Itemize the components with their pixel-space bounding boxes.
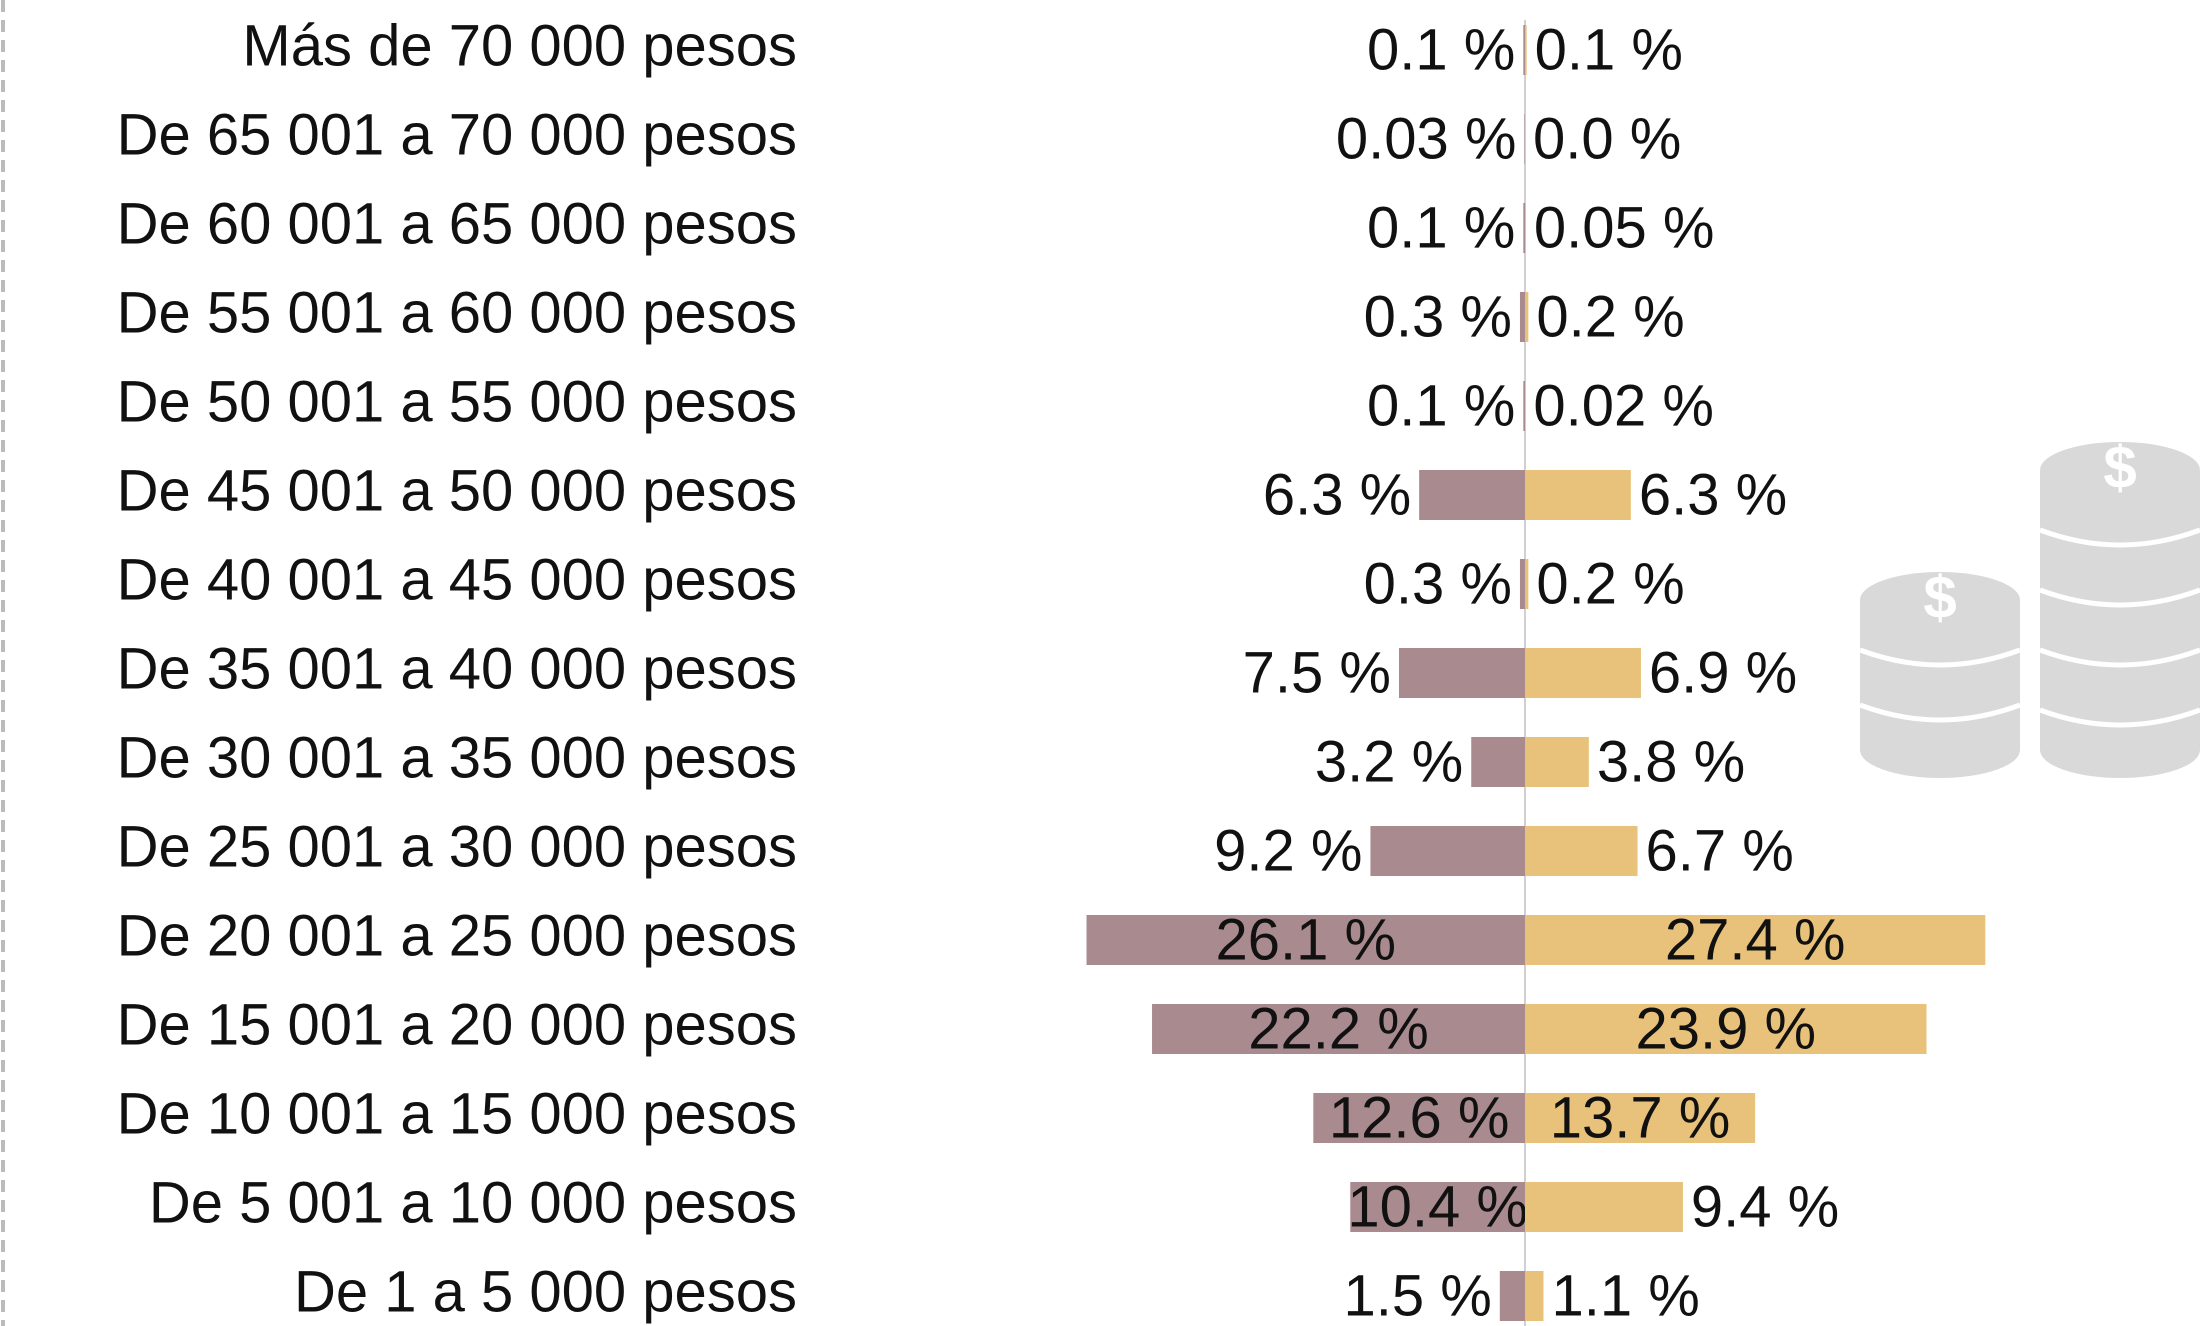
category-label: De 25 001 a 30 000 pesos	[117, 814, 797, 879]
value-label: 1.1 %	[1551, 1263, 1699, 1326]
category-label: De 30 001 a 35 000 pesos	[117, 725, 797, 790]
value-label: 0.1 %	[1367, 195, 1515, 260]
category-label: Más de 70 000 pesos	[242, 13, 797, 78]
value-label: 6.3 %	[1263, 462, 1411, 527]
category-label: De 60 001 a 65 000 pesos	[117, 191, 797, 256]
category-label: De 15 001 a 20 000 pesos	[117, 992, 797, 1057]
bar	[1520, 292, 1525, 342]
value-label: 27.4 %	[1665, 907, 1846, 972]
value-label: 10.4 %	[1347, 1174, 1528, 1239]
category-label: De 1 a 5 000 pesos	[294, 1259, 797, 1324]
value-label: 26.1 %	[1215, 907, 1396, 972]
coins-icon: $ $	[1860, 434, 2200, 778]
svg-text:$: $	[1923, 564, 1956, 631]
value-label: 6.7 %	[1646, 818, 1794, 883]
category-label: De 5 001 a 10 000 pesos	[149, 1170, 797, 1235]
value-label: 0.02 %	[1533, 373, 1714, 438]
value-label: 7.5 %	[1243, 640, 1391, 705]
value-label: 3.2 %	[1315, 729, 1463, 794]
bar	[1399, 648, 1525, 698]
value-label: 0.2 %	[1536, 551, 1684, 616]
bar	[1525, 25, 1527, 75]
category-label: De 65 001 a 70 000 pesos	[117, 102, 797, 167]
bar	[1525, 559, 1528, 609]
category-label: De 55 001 a 60 000 pesos	[117, 280, 797, 345]
bar	[1525, 292, 1528, 342]
bar	[1525, 737, 1589, 787]
value-label: 0.1 %	[1367, 373, 1515, 438]
bar	[1520, 559, 1525, 609]
value-label: 23.9 %	[1635, 996, 1816, 1061]
bar	[1525, 1182, 1683, 1232]
value-label: 6.9 %	[1649, 640, 1797, 705]
bar	[1523, 25, 1525, 75]
category-label: De 40 001 a 45 000 pesos	[117, 547, 797, 612]
value-label: 0.3 %	[1364, 284, 1512, 349]
value-label: 0.1 %	[1535, 17, 1683, 82]
value-label: 1.5 %	[1343, 1263, 1491, 1326]
bar	[1370, 826, 1525, 876]
value-label: 12.6 %	[1329, 1085, 1510, 1150]
value-label: 22.2 %	[1248, 996, 1429, 1061]
svg-text:$: $	[2103, 434, 2136, 501]
bar	[1525, 1271, 1543, 1321]
value-label: 0.3 %	[1364, 551, 1512, 616]
chart: $ $ Más de 70 000 pesos 0.1 % 0.1 % De 65 0…	[0, 0, 2201, 1326]
value-label: 0.05 %	[1534, 195, 1715, 260]
bar	[1525, 648, 1641, 698]
category-label: De 50 001 a 55 000 pesos	[117, 369, 797, 434]
bar	[1500, 1271, 1525, 1321]
bar	[1525, 203, 1526, 253]
category-label: De 10 001 a 15 000 pesos	[117, 1081, 797, 1146]
bar	[1523, 203, 1525, 253]
bar	[1471, 737, 1525, 787]
value-label: 0.0 %	[1533, 106, 1681, 171]
category-label: De 20 001 a 25 000 pesos	[117, 903, 797, 968]
value-label: 0.03 %	[1336, 106, 1517, 171]
value-label: 0.2 %	[1536, 284, 1684, 349]
value-label: 9.4 %	[1691, 1174, 1839, 1239]
page: {"chart_data": {"type": "butterfly", "ca…	[0, 0, 2201, 1326]
bar	[1525, 826, 1638, 876]
category-label: De 35 001 a 40 000 pesos	[117, 636, 797, 701]
bar	[1525, 470, 1631, 520]
bar	[1419, 470, 1525, 520]
value-label: 0.1 %	[1367, 17, 1515, 82]
value-label: 6.3 %	[1639, 462, 1787, 527]
value-label: 3.8 %	[1597, 729, 1745, 794]
category-label: De 45 001 a 50 000 pesos	[117, 458, 797, 523]
bar	[1523, 381, 1525, 431]
value-label: 9.2 %	[1214, 818, 1362, 883]
bar	[1524, 114, 1525, 164]
value-label: 13.7 %	[1550, 1085, 1731, 1150]
